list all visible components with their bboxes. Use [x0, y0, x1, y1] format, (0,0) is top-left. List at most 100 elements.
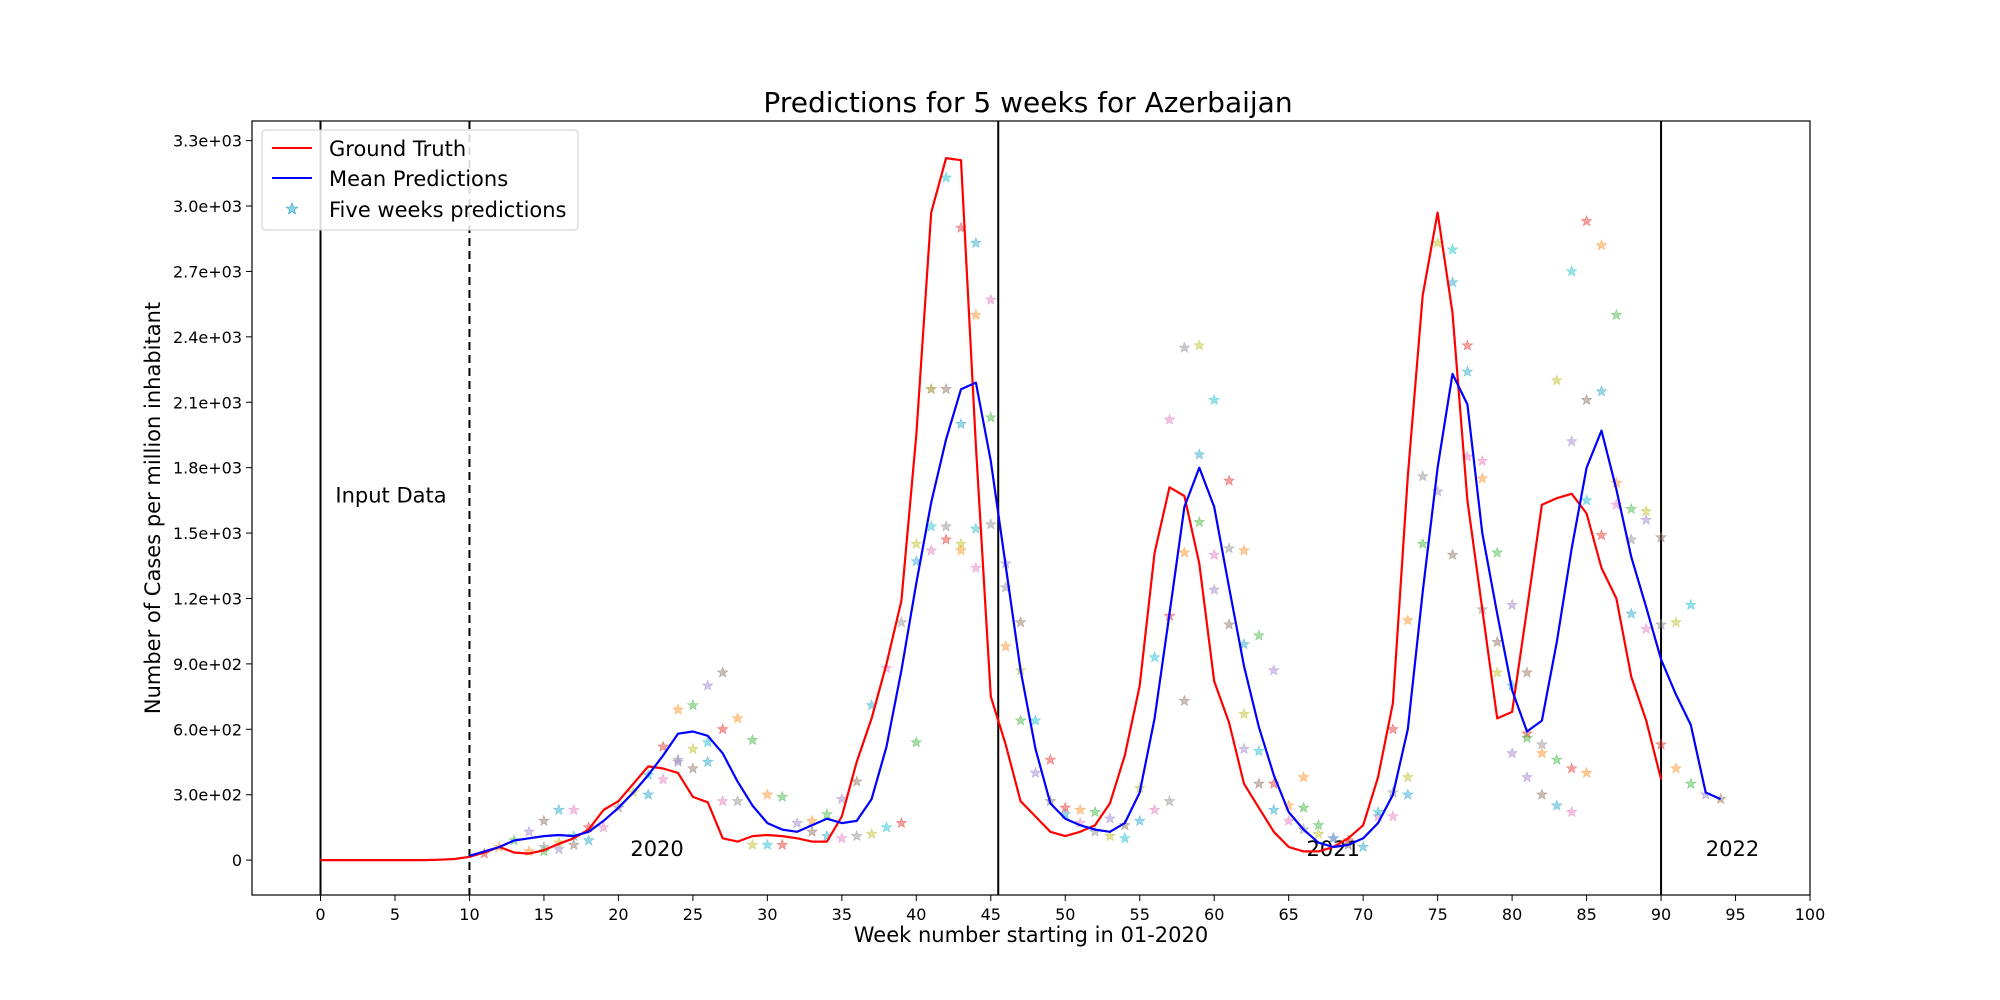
prediction-star-point: [642, 788, 655, 800]
legend-box: [261, 129, 579, 231]
prediction-star-point: [1208, 548, 1221, 560]
prediction-star-point: [1223, 618, 1236, 630]
x-tick-label: 75: [1427, 905, 1447, 924]
x-tick-label: 60: [1204, 905, 1224, 924]
prediction-star-point: [1431, 485, 1444, 497]
prediction-star-point: [537, 814, 551, 827]
prediction-star-point: [1327, 831, 1340, 844]
x-tick-label: 40: [906, 905, 926, 924]
legend-swatch-five-weeks: [285, 202, 299, 215]
prediction-star-point: [1654, 618, 1668, 630]
prediction-star-point: [1401, 788, 1414, 800]
prediction-star-point: [686, 698, 699, 711]
prediction-star-point: [1595, 238, 1608, 251]
prediction-star-point: [1580, 494, 1593, 506]
prediction-star-point: [1178, 546, 1191, 558]
prediction-star-point: [731, 794, 744, 807]
prediction-star-point: [1178, 694, 1191, 707]
prediction-star-point: [1625, 502, 1638, 515]
prediction-star-point: [1252, 629, 1265, 641]
prediction-star-point: [1223, 474, 1236, 486]
prediction-star-point: [1193, 515, 1206, 528]
y-tick-label: 1.5e+03: [173, 524, 242, 543]
prediction-star-point: [925, 544, 938, 556]
prediction-star-point: [1580, 214, 1593, 227]
prediction-star-point: [865, 827, 878, 840]
prediction-star-point: [567, 838, 580, 850]
legend-label-mean-predictions: Mean Predictions: [329, 167, 508, 191]
x-tick-label: 100: [1795, 905, 1826, 924]
prediction-star-point: [835, 831, 848, 844]
x-tick-label: 65: [1279, 905, 1299, 924]
prediction-star-point: [1669, 616, 1683, 628]
x-tick-label: 0: [315, 905, 325, 924]
prediction-star-point: [1640, 513, 1653, 526]
prediction-star-point: [1565, 265, 1578, 277]
prediction-star-point: [701, 679, 714, 691]
prediction-star-point: [1103, 812, 1117, 824]
x-tick-label: 25: [683, 905, 703, 924]
x-tick-label: 80: [1502, 905, 1522, 924]
prediction-star-point: [1193, 448, 1206, 460]
prediction-star-point: [1148, 650, 1161, 663]
prediction-star-point: [1118, 818, 1131, 831]
chart-title: Predictions for 5 weeks for Azerbaijan: [763, 86, 1292, 119]
prediction-star-point: [686, 762, 699, 774]
x-tick-label: 50: [1055, 905, 1075, 924]
prediction-star-point: [1029, 714, 1042, 726]
x-tick-label: 45: [981, 905, 1001, 924]
prediction-star-point: [910, 537, 923, 550]
prediction-star-point: [1446, 243, 1459, 255]
x-tick-label: 10: [459, 905, 479, 924]
prediction-star-point: [1461, 365, 1474, 377]
x-axis-label: Week number starting in 01-2020: [854, 923, 1208, 947]
prediction-star-point: [746, 838, 759, 850]
prediction-star-point: [1520, 666, 1534, 678]
prediction-star-point: [746, 733, 759, 746]
y-tick-label: 0: [232, 851, 242, 870]
prediction-star-point: [940, 533, 953, 545]
legend-star-icon: [285, 202, 299, 215]
prediction-star-point: [1476, 472, 1489, 484]
prediction-star-point: [1163, 794, 1176, 807]
prediction-star-point: [984, 293, 997, 305]
prediction-star-point: [1297, 801, 1310, 813]
prediction-star-point: [984, 411, 997, 423]
prediction-star-point: [1312, 818, 1325, 831]
prediction-star-point: [776, 838, 789, 851]
series-line-mean-predictions: [469, 372, 1722, 857]
x-tick-label: 15: [534, 905, 554, 924]
prediction-star-point: [1103, 829, 1117, 842]
y-axis-label: Number of Cases per million inhabitant: [141, 302, 165, 714]
prediction-star-point: [999, 640, 1012, 652]
prediction-star-point: [1208, 393, 1221, 406]
prediction-star-point: [716, 722, 729, 735]
prediction-star-point: [1208, 583, 1221, 595]
prediction-star-point: [1371, 805, 1385, 818]
legend-label-five-weeks: Five weeks predictions: [329, 198, 567, 222]
prediction-star-point: [895, 816, 908, 829]
series-line-ground-truth: [320, 157, 1663, 862]
prediction-star-point: [1535, 788, 1548, 800]
prediction-star-point: [671, 703, 685, 715]
legend: Ground Truth Mean Predictions Five weeks…: [261, 129, 579, 231]
prediction-star-point: [1491, 635, 1504, 648]
prediction-star-point: [1357, 840, 1370, 853]
prediction-star-point: [1491, 546, 1504, 558]
prediction-star-point: [701, 755, 714, 768]
prediction-star-point: [1506, 746, 1519, 759]
prediction-star-point: [552, 842, 565, 855]
y-tick-label: 2.7e+03: [173, 262, 242, 281]
prediction-star-point: [880, 821, 893, 833]
prediction-star-point: [984, 518, 997, 530]
x-tick-label: 20: [608, 905, 628, 924]
x-tick-label: 30: [757, 905, 777, 924]
y-tick-label: 6.0e+02: [173, 720, 242, 739]
prediction-star-point: [657, 773, 670, 785]
prediction-star-point: [969, 236, 982, 249]
legend-label-ground-truth: Ground Truth: [329, 137, 466, 161]
prediction-star-point: [1044, 753, 1057, 766]
prediction-star-point: [1595, 528, 1608, 541]
